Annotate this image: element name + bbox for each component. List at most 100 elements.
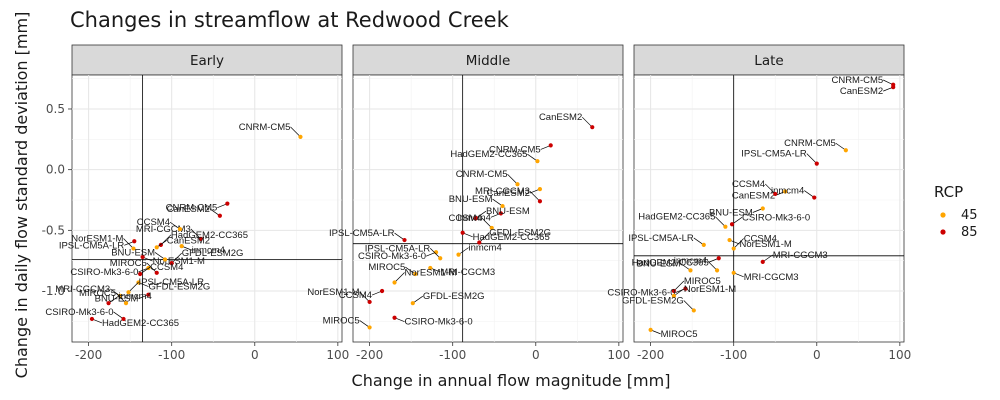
point-label: MRI-CGCM3: [744, 272, 799, 283]
label-leader-line: [715, 216, 726, 227]
point-label: MRI-CGCM3: [440, 267, 495, 278]
point-label: CNRM-CM5: [456, 169, 508, 180]
data-point-rcp45: [162, 257, 168, 262]
label-leader-line: [115, 292, 127, 304]
point-label: MIROC5: [79, 288, 116, 299]
point-label: NorESM1-M: [307, 287, 359, 298]
label-leader-line: [394, 272, 405, 283]
point-label: IPSL-CM5A-LR: [628, 233, 694, 244]
point-label: MRI-CGCM3: [475, 186, 530, 197]
plot-area: [352, 74, 624, 343]
data-point-rcp85: [473, 216, 479, 221]
point-label: MRI-CGCM3: [136, 224, 191, 235]
point-label: BNU-ESM: [449, 194, 493, 205]
data-point-rcp85: [402, 237, 407, 243]
point-label: GFDL-ESM2G: [489, 227, 551, 238]
point-label: NorESM1-M: [153, 256, 205, 267]
point-label: CanESM2: [167, 235, 210, 246]
x-tick-label: 0: [813, 348, 821, 362]
facet-panel-early: EarlyCNRM-CM5CNRM-CM5CanESM2MRI-CGCM3inm…: [45, 44, 349, 362]
x-tick-label: -100: [720, 348, 747, 362]
point-label: CCSM4: [137, 217, 170, 228]
point-label: inmcm4: [771, 186, 804, 197]
data-point-rcp85: [671, 288, 676, 294]
point-label: BNU-ESM: [486, 206, 530, 217]
data-point-rcp45: [731, 270, 736, 275]
point-label: MIROC5: [661, 329, 698, 340]
label-leader-line: [529, 190, 541, 202]
label-leader-line: [359, 291, 370, 303]
point-label: HadGEM2-CC365: [632, 257, 709, 268]
data-point-rcp85: [138, 271, 143, 277]
data-point-rcp45: [177, 227, 183, 232]
point-label: CSIRO-Mk3-6-0: [45, 307, 113, 318]
data-point-rcp85: [169, 261, 174, 266]
data-point-rcp85: [460, 230, 465, 235]
x-tick-label: 100: [607, 348, 630, 362]
point-label: CSIRO-Mk3-6-0: [742, 212, 810, 223]
point-label: CSIRO-Mk3-6-0: [358, 251, 426, 262]
label-leader-line: [146, 262, 157, 274]
point-label: HadGEM2-CC365: [171, 230, 248, 241]
point-label: CCSM4: [744, 234, 777, 245]
y-tick-label: -1.0: [42, 284, 65, 298]
point-label: IPSL-CM5A-LR: [365, 243, 431, 254]
point-label: inmcm4: [469, 243, 502, 254]
data-point-rcp85: [891, 85, 896, 90]
x-tick-label: -100: [158, 348, 185, 362]
point-label: CNRM-CM5: [239, 122, 291, 133]
x-tick-label: -200: [75, 348, 102, 362]
point-label: CCSM4: [150, 262, 183, 273]
label-leader-line: [190, 228, 202, 240]
data-point-rcp45: [535, 159, 540, 164]
label-leader-line: [582, 116, 593, 128]
facet-strip-label: Late: [754, 53, 783, 69]
data-point-rcp85: [392, 315, 397, 320]
data-point-rcp45: [367, 325, 372, 330]
data-point-rcp45: [723, 224, 728, 229]
data-point-rcp85: [773, 191, 778, 197]
point-label: IPSL-CM5A-LR: [59, 240, 125, 251]
chart-title: Changes in streamflow at Redwood Creek: [70, 8, 510, 32]
facet-panel-late: LateCNRM-CM5CanESM2CNRM-CM5IPSL-CM5A-LRC…: [607, 44, 911, 362]
facet-panel-middle: MiddleCanESM2CNRM-CM5HadGEM2-CC365CNRM-C…: [307, 44, 630, 362]
point-label: CNRM-CM5: [831, 75, 883, 86]
label-leader-line: [479, 232, 490, 243]
point-label: MIROC5: [368, 262, 405, 273]
data-point-rcp45: [123, 301, 129, 306]
label-leader-line: [123, 238, 134, 249]
point-label: CNRM-CM5: [489, 144, 541, 155]
legend: RCP 45 85: [934, 183, 978, 240]
data-point-rcp45: [456, 252, 461, 257]
x-tick-label: 0: [251, 348, 259, 362]
y-axis-title: Change in daily flow standard deviation …: [12, 12, 31, 379]
data-point-rcp85: [590, 125, 595, 130]
y-tick-label: 0.5: [46, 102, 65, 116]
legend-label-rcp45: 45: [961, 208, 978, 223]
data-point-rcp45: [688, 268, 693, 273]
point-label: IPSL-CM5A-LR: [741, 149, 807, 160]
y-axis: -1.0 -0.5 0.0 0.5: [42, 102, 72, 298]
data-point-rcp45: [179, 244, 184, 249]
label-leader-line: [733, 238, 744, 249]
point-label: BNU-ESM: [637, 258, 681, 269]
x-tick-label: -200: [637, 348, 664, 362]
data-point-rcp45: [500, 203, 505, 209]
data-point-rcp45: [691, 308, 696, 313]
data-point-rcp45: [298, 134, 303, 139]
point-label: CanESM2: [840, 86, 883, 97]
data-point-rcp45: [537, 186, 543, 192]
point-label: MIROC5: [323, 315, 360, 326]
data-point-rcp45: [648, 327, 653, 332]
point-label: CCSM4: [732, 179, 765, 190]
data-point-rcp85: [537, 199, 543, 204]
label-leader-line: [683, 300, 695, 311]
data-point-rcp85: [379, 288, 385, 294]
point-label: BNU-ESM: [709, 208, 753, 219]
point-label: HadGEM2-CC365: [102, 318, 179, 329]
point-label: BNU-ESM: [111, 247, 155, 258]
point-label: GFDL-ESM2G: [182, 248, 244, 259]
data-point-rcp85: [225, 201, 230, 206]
data-point-rcp85: [367, 299, 372, 305]
data-point-rcp45: [118, 293, 123, 298]
